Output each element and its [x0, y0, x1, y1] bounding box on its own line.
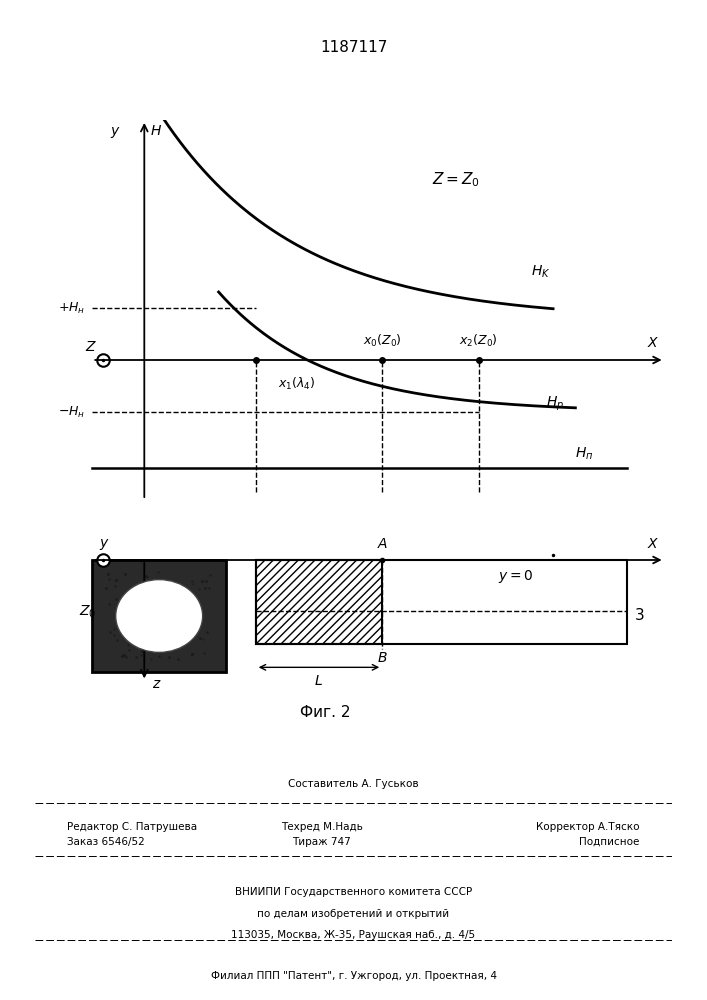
Text: Техред М.Надь: Техред М.Надь [281, 822, 363, 832]
Bar [256, 560, 382, 644]
Text: L: L [315, 674, 323, 688]
Text: Подписное: Подписное [580, 837, 640, 847]
Text: Фиг. 2: Фиг. 2 [300, 705, 351, 720]
Text: $x_1(\lambda_4)$: $x_1(\lambda_4)$ [278, 376, 316, 392]
Text: y: y [99, 536, 107, 550]
Text: Z: Z [85, 340, 95, 354]
Text: $H_п$: $H_п$ [575, 446, 594, 462]
Text: Филиал ППП "Патент", г. Ужгород, ул. Проектная, 4: Филиал ППП "Патент", г. Ужгород, ул. Про… [211, 971, 496, 981]
Text: $H_p$: $H_p$ [546, 395, 564, 413]
Text: $x_2(Z_0)$: $x_2(Z_0)$ [460, 333, 498, 349]
Text: X: X [648, 537, 657, 551]
Text: 3: 3 [635, 608, 645, 624]
Text: B: B [378, 651, 387, 665]
Text: $+H_н$: $+H_н$ [57, 300, 85, 316]
Text: Тираж 747: Тираж 747 [292, 837, 351, 847]
Text: Составитель А. Гуськов: Составитель А. Гуськов [288, 779, 419, 789]
Text: ВНИИПИ Государственного комитета СССР: ВНИИПИ Государственного комитета СССР [235, 887, 472, 897]
Bar [256, 560, 627, 644]
Text: 113035, Москва, Ж-35, Раушская наб., д. 4/5: 113035, Москва, Ж-35, Раушская наб., д. … [231, 930, 476, 940]
Text: $x_0(Z_0)$: $x_0(Z_0)$ [363, 333, 402, 349]
Text: X: X [648, 336, 657, 350]
Text: 1187117: 1187117 [320, 40, 387, 55]
Text: Корректор А.Тяско: Корректор А.Тяско [537, 822, 640, 832]
Text: $y=0$: $y=0$ [498, 568, 534, 585]
Text: H: H [151, 124, 160, 138]
Text: по делам изобретений и открытий: по делам изобретений и открытий [257, 909, 450, 919]
Text: A: A [378, 537, 387, 551]
Text: z: z [152, 677, 159, 691]
Text: $Z = Z_0$: $Z = Z_0$ [433, 171, 481, 189]
Text: y: y [110, 124, 118, 138]
Text: $Z_0$: $Z_0$ [78, 603, 96, 620]
Text: $-H_н$: $-H_н$ [57, 404, 85, 420]
Text: Редактор С. Патрушева: Редактор С. Патрушева [67, 822, 197, 832]
Text: $H_K$: $H_K$ [531, 264, 550, 280]
Bar [93, 560, 226, 672]
Text: Заказ 6546/52: Заказ 6546/52 [67, 837, 145, 847]
Ellipse shape [116, 580, 203, 652]
